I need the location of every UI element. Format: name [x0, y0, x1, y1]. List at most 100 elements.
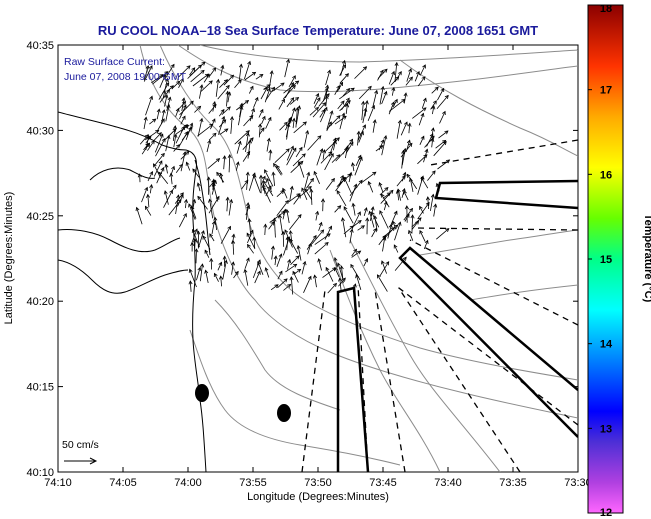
current-vector — [325, 177, 335, 191]
current-vector — [325, 266, 334, 282]
current-vector — [349, 228, 354, 244]
current-vector — [212, 100, 217, 112]
current-vector — [405, 76, 413, 86]
scale-label: 50 cm/s — [62, 439, 99, 451]
current-vector — [206, 139, 212, 153]
current-vector — [318, 221, 323, 231]
current-vector — [262, 186, 271, 203]
current-vector — [301, 260, 307, 275]
current-vector — [221, 106, 231, 115]
current-vector — [238, 105, 244, 126]
current-vector — [144, 205, 152, 216]
current-vector — [242, 137, 254, 150]
current-vector — [312, 102, 327, 118]
current-vector — [177, 194, 184, 207]
current-vector — [139, 134, 149, 145]
current-vector — [313, 274, 318, 288]
current-vector — [241, 179, 249, 190]
current-vector — [197, 123, 214, 137]
current-vector — [277, 270, 283, 280]
current-vector — [143, 65, 153, 82]
current-vector — [258, 174, 264, 194]
current-vector — [170, 165, 175, 175]
current-vector — [209, 180, 216, 188]
annotation-line2: June 07, 2008 19:00 GMT — [64, 71, 187, 83]
y-axis-ticks: 40:35 40:30 40:25 40:20 40:15 40:10 — [26, 40, 578, 479]
coast-line — [58, 111, 207, 472]
current-vector — [190, 228, 198, 245]
current-vector — [393, 244, 399, 253]
current-vector — [304, 188, 313, 200]
current-vector — [156, 108, 161, 120]
current-vector — [342, 87, 351, 97]
lane-boundaries — [336, 179, 578, 472]
current-vector — [196, 230, 201, 248]
current-vector — [361, 100, 366, 121]
current-vector — [258, 108, 264, 118]
current-vector — [253, 96, 259, 108]
current-vector — [388, 98, 406, 112]
river-shore — [58, 229, 181, 253]
lane-boundary — [336, 286, 370, 472]
current-vector — [293, 121, 307, 134]
current-vector — [190, 205, 197, 219]
current-vector — [400, 142, 413, 158]
current-vector — [149, 118, 157, 125]
current-vector — [355, 154, 362, 166]
current-vector — [227, 91, 232, 103]
current-vector — [367, 180, 374, 193]
current-vector — [283, 80, 300, 94]
current-vector — [178, 78, 184, 88]
current-vector — [403, 207, 414, 221]
current-vector — [177, 65, 191, 78]
current-vector — [208, 67, 217, 77]
current-vector — [265, 116, 272, 129]
current-vector — [336, 81, 344, 93]
current-vector — [173, 144, 181, 152]
current-vector — [339, 112, 346, 130]
barrier-spit — [194, 159, 211, 256]
x-tick-label: 73:30 — [564, 477, 592, 489]
current-vector — [439, 110, 446, 124]
current-vector — [220, 64, 225, 76]
coastline — [58, 111, 211, 472]
current-vector — [309, 106, 320, 116]
current-vector — [301, 187, 308, 200]
current-vector — [335, 176, 347, 192]
current-vector — [351, 250, 362, 258]
current-vector — [200, 80, 213, 92]
current-vector — [327, 282, 337, 294]
current-vector — [276, 253, 283, 268]
current-vector — [171, 184, 177, 193]
current-vector — [289, 107, 296, 125]
lane-boundary — [398, 246, 578, 438]
annotation-line1: Raw Surface Current: — [64, 56, 165, 68]
current-vector — [339, 73, 349, 84]
current-vector — [343, 206, 354, 224]
current-vector — [286, 97, 295, 108]
lane-line — [414, 227, 578, 231]
current-vector — [273, 162, 282, 176]
current-vector — [339, 87, 355, 100]
current-vector — [430, 137, 435, 148]
current-vector — [147, 170, 154, 182]
current-vector — [175, 107, 180, 117]
current-vector — [292, 153, 306, 167]
current-vector — [388, 70, 395, 85]
current-vector — [423, 148, 429, 163]
current-vector — [277, 278, 288, 289]
current-vector — [337, 100, 345, 110]
current-vector — [296, 244, 302, 261]
y-tick-label: 40:35 — [26, 40, 54, 52]
current-vector — [146, 193, 151, 208]
current-vector — [394, 256, 407, 271]
current-vector — [213, 216, 218, 231]
lane-line — [374, 289, 406, 472]
current-vector — [172, 125, 177, 142]
x-tick-label: 74:05 — [109, 477, 137, 489]
current-vector — [411, 220, 420, 230]
current-vector — [341, 217, 347, 238]
current-vector — [204, 269, 209, 283]
current-vector — [404, 205, 409, 223]
current-vector — [401, 171, 407, 182]
